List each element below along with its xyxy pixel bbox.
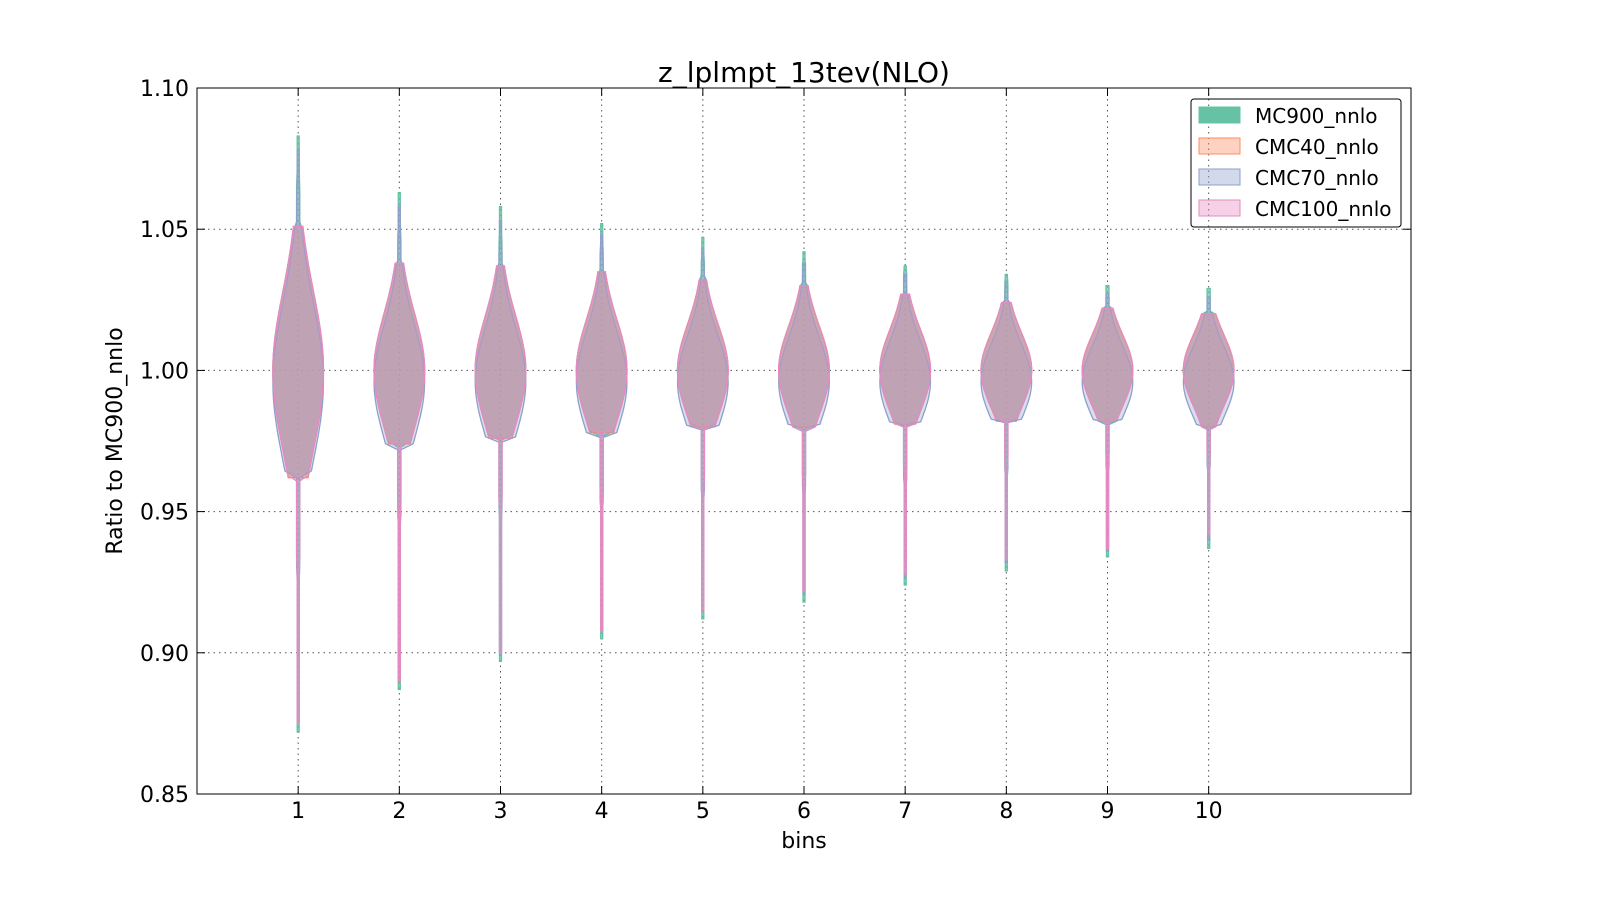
violin-CMC100_nnlo-bin-9	[1081, 307, 1134, 549]
y-tick-label: 1.10	[140, 77, 189, 102]
legend-label: MC900_nnlo	[1255, 104, 1378, 128]
x-tick-label: 9	[1101, 799, 1115, 824]
legend-swatch	[1198, 106, 1241, 124]
x-tick-label: 7	[898, 799, 912, 824]
legend-swatch	[1198, 199, 1241, 217]
legend-box	[1190, 98, 1402, 228]
violin-CMC100_nnlo-bin-8	[980, 301, 1033, 561]
x-tick-label: 5	[696, 799, 710, 824]
violin-CMC100_nnlo-bin-10	[1182, 313, 1235, 535]
legend-label: CMC40_nnlo	[1255, 135, 1379, 159]
x-axis-label: bins	[781, 829, 826, 854]
legend-label: CMC70_nnlo	[1255, 166, 1379, 190]
legend: MC900_nnlo CMC40_nnlo CMC70_nnlo CMC100_nnl…	[1190, 98, 1402, 228]
violin-CMC100_nnlo-bin-7	[879, 293, 932, 575]
violin-CMC100_nnlo-bin-5	[676, 279, 729, 612]
y-tick-label: 1.05	[140, 218, 189, 243]
violin-CMC100_nnlo-bin-1	[272, 225, 325, 725]
legend-swatch	[1198, 168, 1241, 186]
chart-title: z_lplmpt_13tev(NLO)	[658, 56, 950, 89]
x-tick-label: 3	[494, 799, 508, 824]
x-tick-label: 8	[999, 799, 1013, 824]
y-tick-label: 0.90	[140, 642, 189, 667]
x-tick-label: 2	[392, 799, 406, 824]
x-tick-label: 4	[595, 799, 609, 824]
x-tick-label: 6	[797, 799, 811, 824]
y-tick-label: 1.00	[140, 359, 189, 384]
y-tick-label: 0.85	[140, 783, 189, 808]
y-tick-label: 0.95	[140, 501, 189, 526]
violin-CMC100_nnlo-bin-4	[575, 270, 628, 631]
x-tick-label: 1	[291, 799, 305, 824]
violin-CMC100_nnlo-bin-6	[778, 285, 830, 592]
violin-CMC100_nnlo-bin-2	[373, 262, 426, 682]
legend-label: CMC100_nnlo	[1255, 197, 1392, 221]
y-axis-label: Ratio to MC900_nnlo	[103, 327, 128, 554]
legend-swatch	[1198, 137, 1241, 155]
violin-CMC100_nnlo-bin-3	[474, 265, 527, 654]
x-tick-label: 10	[1195, 799, 1223, 824]
